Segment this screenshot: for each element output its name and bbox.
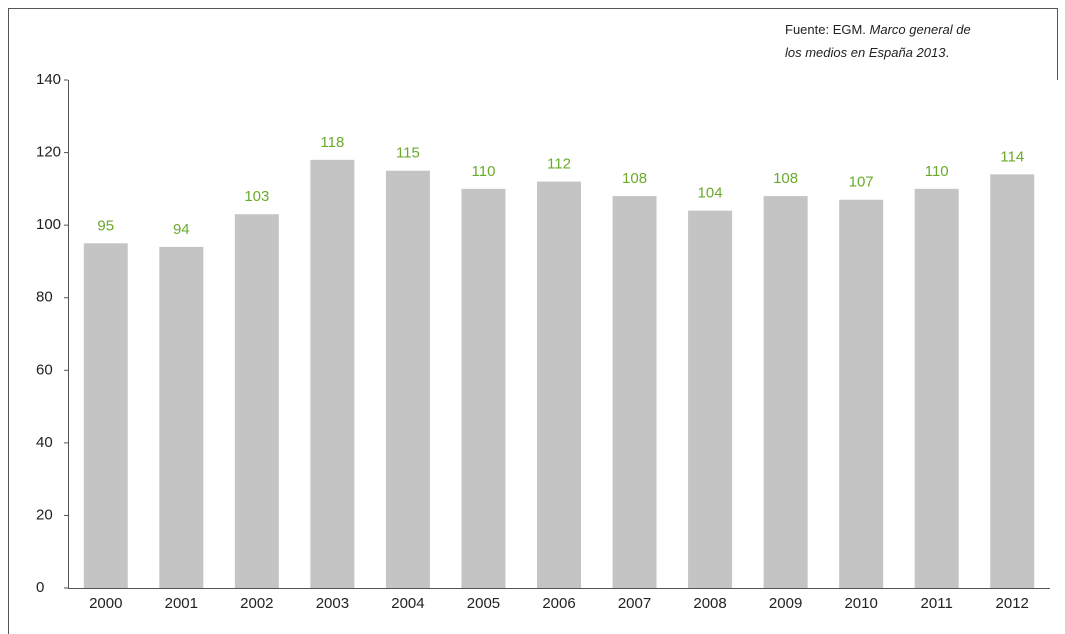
y-tick-label: 80 <box>36 289 53 306</box>
y-tick-label: 100 <box>36 216 61 233</box>
value-label: 108 <box>773 170 798 187</box>
x-tick-label: 2007 <box>618 595 651 612</box>
value-label: 107 <box>849 174 874 191</box>
y-tick-label: 20 <box>36 506 53 523</box>
value-label: 108 <box>622 170 647 187</box>
value-label: 104 <box>698 185 723 202</box>
x-tick-label: 2011 <box>921 595 953 612</box>
bar <box>461 188 506 588</box>
source-text: . <box>945 45 949 60</box>
x-tick-label: 2012 <box>996 595 1029 612</box>
y-tick-label: 0 <box>36 579 44 596</box>
value-label: 112 <box>547 156 571 173</box>
bar <box>385 170 430 588</box>
value-label: 103 <box>244 188 269 205</box>
source-title: Marco general de <box>870 22 971 37</box>
source-title: los medios en España 2013 <box>785 45 946 60</box>
bar <box>763 196 808 588</box>
x-tick-label: 2005 <box>467 595 500 612</box>
y-tick-label: 40 <box>36 434 53 451</box>
x-tick-label: 2006 <box>542 595 575 612</box>
value-label: 115 <box>396 145 420 162</box>
y-tick-label: 140 <box>36 71 61 88</box>
value-label: 114 <box>1000 148 1024 165</box>
bar <box>839 199 884 588</box>
bar <box>612 196 657 588</box>
value-label: 110 <box>472 163 496 180</box>
bar <box>310 159 355 589</box>
bar <box>688 210 733 588</box>
y-tick-label: 120 <box>36 144 61 161</box>
bar <box>914 188 959 588</box>
bar <box>234 214 279 588</box>
x-tick-label: 2003 <box>316 595 349 612</box>
x-tick-label: 2010 <box>844 595 877 612</box>
x-tick-label: 2002 <box>240 595 273 612</box>
x-tick-label: 2008 <box>693 595 726 612</box>
value-label: 94 <box>173 221 190 238</box>
bar <box>159 246 204 588</box>
value-label: 95 <box>97 217 114 234</box>
value-label: 110 <box>925 163 949 180</box>
source-text: Fuente: EGM. <box>785 22 870 37</box>
frame <box>8 8 1058 634</box>
x-tick-label: 2004 <box>391 595 424 612</box>
x-tick-label: 2009 <box>769 595 802 612</box>
bar <box>537 181 581 588</box>
bar <box>83 243 128 589</box>
value-label: 118 <box>320 134 344 151</box>
bar <box>990 174 1035 589</box>
x-tick-label: 2000 <box>89 595 122 612</box>
x-tick-label: 2001 <box>165 595 198 612</box>
source-line-2: los medios en España 2013. <box>785 45 949 60</box>
y-tick-label: 60 <box>36 361 53 378</box>
source-line-1: Fuente: EGM. Marco general de <box>785 22 971 37</box>
